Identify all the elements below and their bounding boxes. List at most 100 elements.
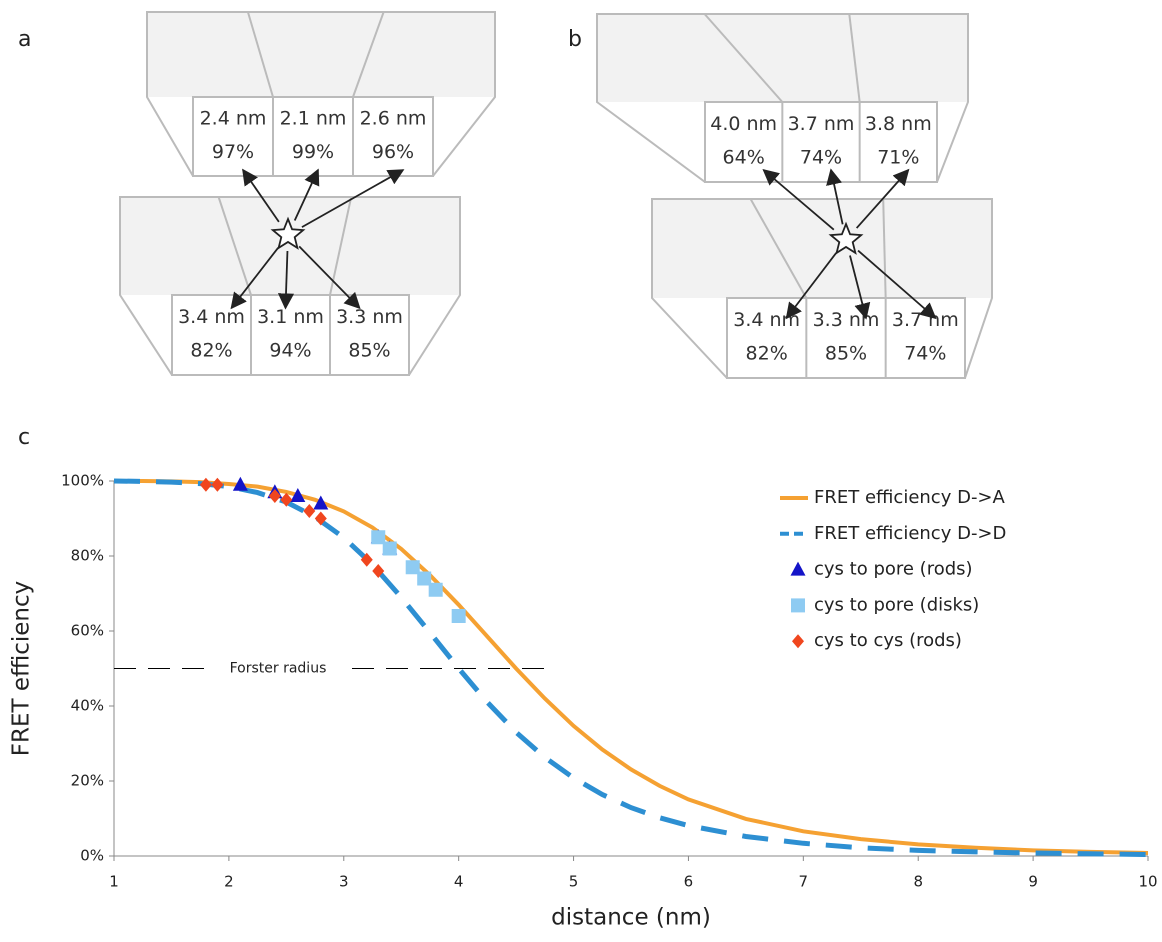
- arrow: [293, 168, 320, 221]
- cell-distance: 4.0 nm: [710, 113, 777, 135]
- y-tick-label: 40%: [71, 697, 104, 715]
- cell-efficiency: 99%: [292, 141, 334, 163]
- marker-diamond: [211, 477, 224, 492]
- cell-box: [704, 101, 938, 183]
- marker-diamond: [268, 489, 281, 503]
- star: [828, 221, 864, 255]
- x-axis-title: distance (nm): [551, 905, 711, 931]
- arrow: [857, 249, 937, 320]
- x-tick-label: 3: [339, 873, 349, 891]
- marker-diamond: [360, 552, 373, 567]
- tray-top: [652, 199, 992, 298]
- cell-efficiency: 74%: [904, 343, 946, 365]
- arrow: [242, 168, 280, 223]
- y-tick-label: 0%: [80, 847, 104, 865]
- panel-label: a: [18, 27, 31, 52]
- cell-efficiency: 94%: [269, 340, 311, 362]
- y-tick-label: 60%: [71, 622, 104, 640]
- arrow: [849, 255, 871, 320]
- cell-distance: 3.8 nm: [865, 113, 932, 135]
- arrow: [785, 252, 838, 320]
- cell-distance: 3.4 nm: [733, 309, 800, 331]
- y-tick-label: 100%: [61, 472, 104, 490]
- cell-efficiency: 71%: [877, 147, 919, 169]
- series-line: [113, 478, 1149, 857]
- panel-label: c: [18, 425, 30, 450]
- cell-distance: 3.3 nm: [336, 306, 403, 328]
- cell-efficiency: 82%: [190, 340, 232, 362]
- y-tick-label: 80%: [71, 547, 104, 565]
- cell-distance: 3.7 nm: [788, 113, 855, 135]
- marker-diamond: [280, 492, 293, 507]
- x-tick-label: 10: [1138, 873, 1157, 891]
- arrow: [277, 250, 295, 310]
- tray-divider: [217, 196, 252, 296]
- marker-triangle: [290, 488, 306, 502]
- legend-label: FRET efficiency D->D: [814, 523, 1006, 544]
- legend-label: cys to cys (rods): [814, 630, 962, 651]
- cell-efficiency: 96%: [372, 141, 414, 163]
- arrow: [230, 247, 279, 310]
- x-tick-label: 8: [913, 873, 923, 891]
- arrow: [855, 168, 910, 229]
- x-tick-label: 7: [799, 873, 809, 891]
- cell-efficiency: 74%: [800, 147, 842, 169]
- marker-diamond: [303, 504, 316, 518]
- tray-top: [597, 14, 968, 102]
- arrow: [826, 168, 844, 225]
- marker-square: [371, 530, 386, 545]
- cell-efficiency: 64%: [723, 147, 765, 169]
- star: [270, 216, 306, 250]
- cell-distance: 3.4 nm: [178, 306, 245, 328]
- tray-divider: [246, 11, 274, 98]
- series-line: [114, 479, 1149, 855]
- marker-square: [451, 609, 466, 623]
- arrow: [301, 169, 405, 228]
- marker-triangle: [313, 495, 329, 510]
- x-tick-label: 6: [684, 873, 694, 891]
- arrow: [762, 168, 835, 231]
- tray-divider: [749, 198, 808, 299]
- cell-efficiency: 85%: [825, 343, 867, 365]
- tray-top: [147, 12, 495, 97]
- legend-label: cys to pore (disks): [814, 594, 979, 615]
- tray-divider: [352, 11, 385, 98]
- marker-diamond: [314, 511, 327, 526]
- cell-distance: 3.1 nm: [257, 306, 324, 328]
- cell-efficiency: 82%: [746, 343, 788, 365]
- legend-marker: [792, 634, 804, 649]
- x-tick-label: 1: [109, 873, 119, 891]
- marker-diamond: [372, 564, 385, 578]
- panel-label: b: [568, 27, 582, 52]
- x-tick-label: 4: [454, 873, 464, 891]
- marker-diamond: [199, 477, 212, 492]
- marker-triangle: [232, 476, 248, 491]
- legend-label: cys to pore (rods): [814, 559, 973, 580]
- cell-distance: 2.1 nm: [280, 108, 347, 130]
- cell-distance: 3.3 nm: [813, 309, 880, 331]
- marker-square: [405, 560, 420, 575]
- marker-square: [382, 541, 397, 556]
- x-tick-label: 2: [224, 873, 234, 891]
- cell-box: [192, 96, 434, 177]
- cell-distance: 2.6 nm: [360, 108, 427, 130]
- tray-divider: [882, 198, 887, 299]
- marker-square: [428, 582, 443, 597]
- x-tick-label: 5: [569, 873, 579, 891]
- tray-divider: [329, 196, 353, 296]
- tray-divider: [703, 13, 784, 103]
- annotation: Forster radius: [230, 661, 327, 677]
- legend-marker: [791, 598, 805, 613]
- marker-square: [417, 571, 432, 586]
- cell-efficiency: 97%: [212, 141, 254, 163]
- cell-distance: 2.4 nm: [200, 108, 267, 130]
- tray-divider: [848, 13, 861, 103]
- tray-top: [120, 197, 460, 295]
- cell-efficiency: 85%: [348, 340, 390, 362]
- legend-marker: [790, 561, 806, 576]
- cell-distance: 3.7 nm: [892, 309, 959, 331]
- legend-label: FRET efficiency D->A: [814, 487, 1006, 508]
- x-tick-label: 9: [1028, 873, 1038, 891]
- annotation-bg: [212, 659, 344, 678]
- y-axis-title: FRET efficiency: [9, 581, 35, 757]
